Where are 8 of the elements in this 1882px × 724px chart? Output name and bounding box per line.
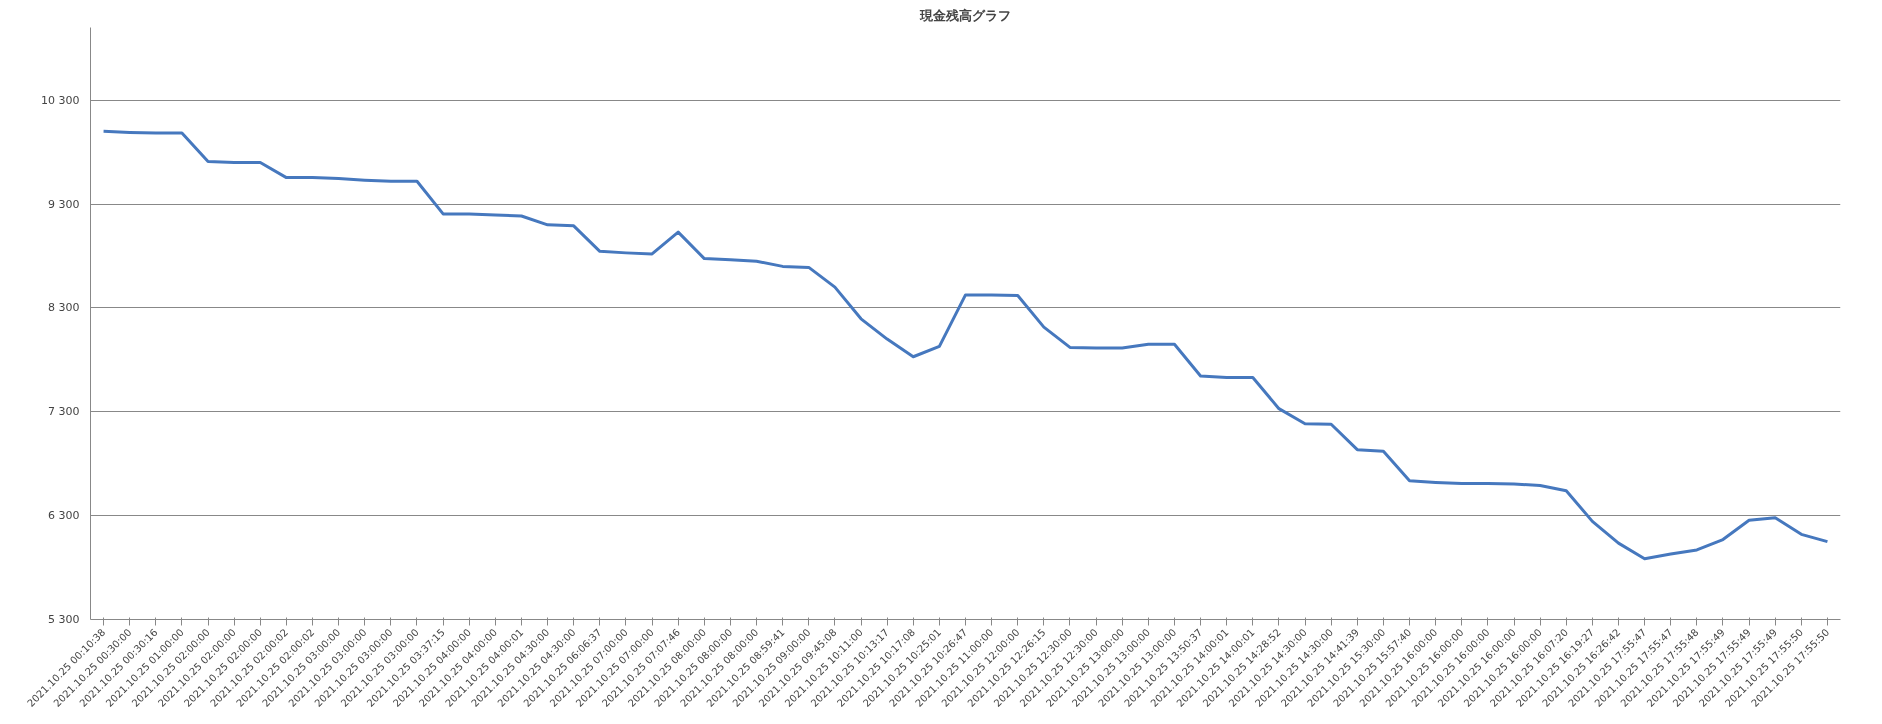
y-tick-label: 5 300: [48, 613, 80, 626]
y-tick-label: 6 300: [48, 509, 80, 523]
y-tick-label: 10 300: [41, 93, 80, 107]
chart-title: 現金残高グラフ: [919, 7, 1011, 23]
y-tick-label: 7 300: [48, 405, 80, 419]
y-tick-label: 8 300: [48, 301, 80, 315]
line-series: [102, 129, 1829, 561]
y-tick-label: 9 300: [48, 197, 80, 211]
